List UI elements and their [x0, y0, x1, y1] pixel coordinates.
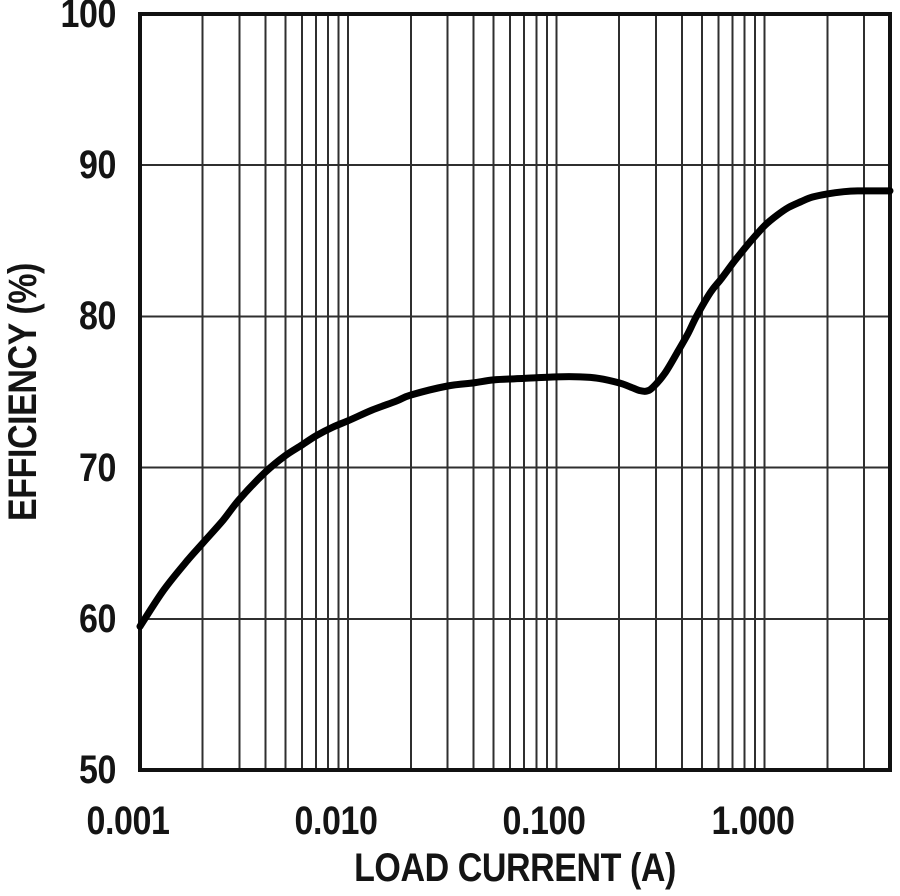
x-tick-label-0.100: 0.100: [502, 799, 586, 843]
efficiency-curve: [136, 187, 894, 630]
plot-border: [138, 12, 892, 772]
x-axis-title: LOAD CURRENT (A): [354, 846, 676, 890]
x-tick-label-0.010: 0.010: [294, 799, 378, 843]
y-tick-label-70: 70: [79, 446, 116, 490]
y-tick-label-50: 50: [79, 748, 116, 792]
x-tick-label-1.000: 1.000: [711, 799, 795, 843]
y-tick-label-80: 80: [79, 294, 116, 338]
x-tick-label-0.001: 0.001: [86, 799, 170, 843]
y-tick-label-100: 100: [60, 0, 117, 36]
y-tick-label-90: 90: [79, 143, 116, 187]
y-tick-label-60: 60: [79, 597, 116, 641]
y-axis-title: EFFICIENCY (%): [1, 263, 45, 521]
